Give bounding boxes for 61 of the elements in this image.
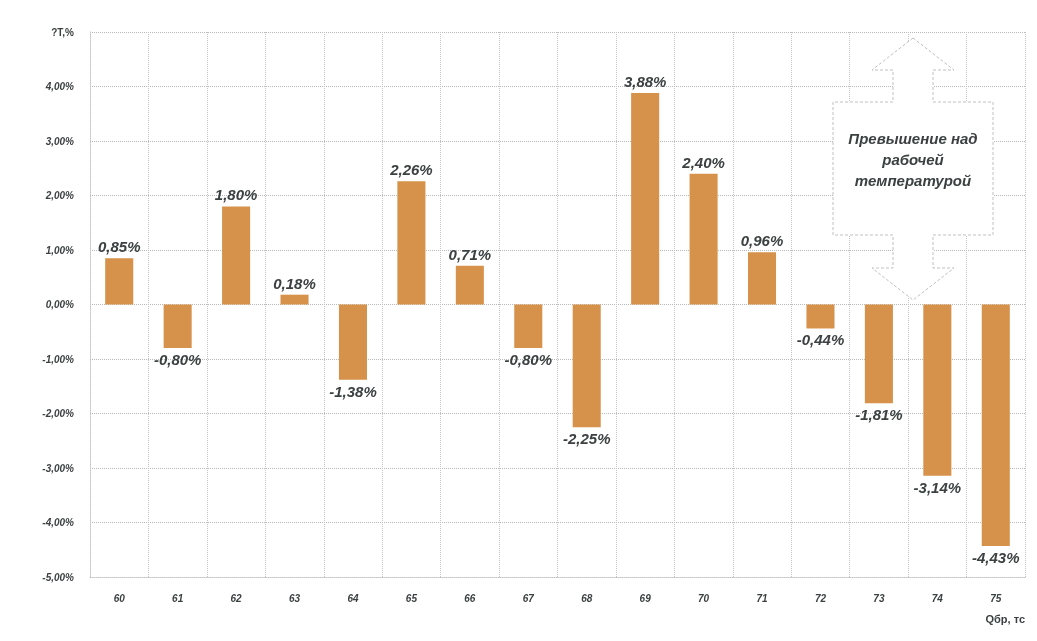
bar [981, 304, 1010, 546]
x-tick-label: 69 [639, 592, 652, 604]
data-label: 0,18% [273, 274, 316, 292]
y-tick-label: -4,00% [42, 517, 75, 528]
bar [748, 252, 777, 305]
x-tick-label: 61 [172, 592, 184, 604]
data-label: -0,44% [796, 331, 845, 349]
x-tick-label: 72 [814, 592, 827, 604]
bar [280, 294, 309, 305]
bar [397, 181, 426, 305]
y-tick-label: 3,00% [45, 135, 75, 147]
y-axis-title: ?T,% [51, 26, 75, 38]
x-tick-label: 67 [522, 592, 535, 604]
data-label: -3,14% [913, 478, 962, 496]
x-axis-title: Qбр, тс [985, 612, 1025, 625]
bar [455, 265, 484, 305]
bar [631, 93, 660, 305]
x-tick-label: 73 [873, 592, 885, 604]
x-tick-label: 70 [698, 592, 710, 604]
bar [163, 304, 192, 349]
x-tick-label: 68 [581, 592, 593, 604]
data-label: 2,40% [681, 153, 725, 171]
bar [222, 206, 251, 305]
x-tick-label: 65 [405, 592, 418, 604]
data-label: 2,26% [389, 161, 433, 179]
x-tick-label: 75 [990, 592, 1002, 604]
data-label: 3,88% [623, 73, 667, 91]
bar [923, 304, 952, 476]
data-label: 0,85% [97, 238, 141, 256]
data-label: 0,96% [740, 232, 784, 250]
x-tick-label: 71 [756, 592, 769, 604]
data-label: -4,43% [972, 548, 1020, 566]
x-tick-label: 63 [288, 592, 301, 604]
y-tick-label: 4,00% [44, 81, 75, 92]
data-label: -1,81% [855, 406, 903, 424]
y-tick-label: 1,00% [45, 244, 75, 256]
x-tick-label: 62 [230, 592, 243, 604]
y-tick-label: -2,00% [42, 408, 75, 419]
bar [514, 304, 543, 349]
x-tick-label: 74 [931, 592, 944, 604]
y-tick-label: 0,00% [45, 299, 75, 310]
data-label: -0,80% [153, 351, 202, 369]
data-label: -0,80% [504, 351, 553, 369]
bar [864, 304, 893, 404]
y-tick-label: -3,00% [42, 462, 75, 474]
bar [105, 258, 134, 305]
y-tick-label: -1,00% [42, 353, 75, 365]
y-tick-label: -5,00% [42, 571, 75, 583]
bar [338, 304, 367, 380]
data-label: -2,25% [562, 430, 611, 448]
bar [806, 304, 835, 329]
x-tick-label: 60 [113, 592, 126, 604]
data-label: 1,80% [214, 186, 258, 204]
x-tick-label: 64 [347, 592, 359, 604]
data-label: 0,71% [448, 245, 492, 263]
bar [689, 173, 718, 305]
annotation: Превышение над рабочей температурой [847, 129, 979, 191]
y-tick-label: 2,00% [44, 190, 75, 201]
bar [572, 304, 601, 428]
data-label: -1,38% [329, 382, 377, 400]
x-tick-label: 66 [464, 592, 476, 604]
